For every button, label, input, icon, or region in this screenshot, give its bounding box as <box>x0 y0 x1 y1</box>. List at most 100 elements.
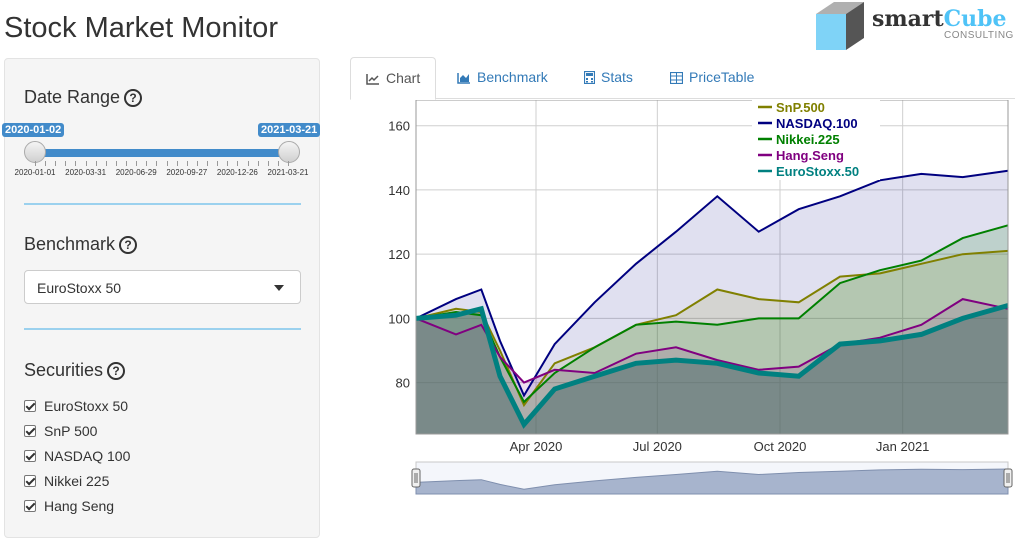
checkbox-hangseng[interactable]: Hang Seng <box>24 498 114 516</box>
tab-chart[interactable]: Chart <box>350 57 437 100</box>
date-range-heading: Date Range? <box>24 87 143 108</box>
checkbox-icon[interactable] <box>24 450 36 462</box>
series-line <box>415 224 1009 404</box>
plot-border <box>415 99 1009 435</box>
slider-tick <box>267 161 269 166</box>
chart-svg[interactable]: 80 100 120 140 160 Apr 2020 Jul 2020 Oct 2020 Ja… <box>350 99 1015 520</box>
slider-tick <box>186 161 188 166</box>
slider-tick-label: 2020-09-27 <box>166 168 208 177</box>
checkbox-snp[interactable]: SnP 500 <box>24 423 97 441</box>
logo-subtitle: CONSULTING <box>944 30 1014 41</box>
slider-tick <box>126 161 128 166</box>
line-chart-icon <box>366 72 380 88</box>
securities-heading: Securities? <box>24 360 126 381</box>
slider-tick-label: 2020-03-31 <box>65 168 107 177</box>
slider-ticks <box>35 161 289 167</box>
legend-label: Nikkei.225 <box>776 132 840 147</box>
slider-end-handle[interactable] <box>278 141 300 163</box>
range-handle <box>411 468 421 488</box>
benchmark-select-value: EuroStoxx 50 <box>37 280 122 296</box>
legend-box <box>752 100 880 180</box>
range-handle <box>1003 468 1013 488</box>
tab-stats[interactable]: Stats <box>569 57 648 99</box>
slider-tick <box>257 161 259 166</box>
divider <box>24 328 301 330</box>
price-chart[interactable]: 80 100 120 140 160 Apr 2020 Jul 2020 Oct 2020 Ja… <box>350 99 1015 520</box>
company-logo: smartCube CONSULTING <box>812 0 1017 52</box>
slider-tick <box>196 161 198 166</box>
range-selector-preview <box>415 468 1009 495</box>
slider-track[interactable] <box>35 149 288 157</box>
checkbox-nikkei[interactable]: Nikkei 225 <box>24 473 109 491</box>
legend-label: EuroStoxx.50 <box>776 164 859 179</box>
area-chart-icon <box>457 71 471 87</box>
series-line <box>415 249 1009 408</box>
slider-tick <box>247 161 249 166</box>
slider-start-handle[interactable] <box>24 141 46 163</box>
help-icon[interactable]: ? <box>107 362 126 380</box>
x-tick-label: Jan 2021 <box>876 439 930 454</box>
slider-tick <box>85 161 87 166</box>
cube-logo-icon <box>816 2 864 50</box>
series-line <box>415 169 1009 398</box>
legend-label: Hang.Seng <box>776 148 844 163</box>
slider-tick-label: 2021-03-21 <box>267 168 309 177</box>
help-icon[interactable]: ? <box>124 89 143 107</box>
slider-tick <box>35 161 36 166</box>
y-tick-label: 120 <box>388 247 410 262</box>
y-tick-label: 80 <box>396 376 410 391</box>
benchmark-select[interactable]: EuroStoxx 50 <box>24 270 301 304</box>
x-tick-label: Oct 2020 <box>754 439 807 454</box>
checkbox-nasdaq[interactable]: NASDAQ 100 <box>24 448 130 466</box>
legend-label: SnP.500 <box>776 100 825 115</box>
slider-start-badge: 2020-01-02 <box>2 123 65 137</box>
slider-tick-label: 2020-06-29 <box>115 168 157 177</box>
series-line <box>415 303 1009 429</box>
slider-tick <box>156 161 158 166</box>
tab-benchmark[interactable]: Benchmark <box>442 57 563 99</box>
checkbox-eurostoxx[interactable]: EuroStoxx 50 <box>24 398 128 416</box>
slider-tick-label: 2020-01-01 <box>14 168 56 177</box>
checkbox-icon[interactable] <box>24 475 36 487</box>
legend-label: NASDAQ.100 <box>776 116 858 131</box>
checkbox-icon[interactable] <box>24 400 36 412</box>
slider-tick <box>227 161 229 166</box>
sidebar: Date Range? 2020-01-02 2021-03-21 2020-0… <box>2 58 321 538</box>
slider-tick <box>55 161 57 166</box>
slider-tick <box>166 161 168 166</box>
slider-tick <box>105 161 107 166</box>
page-title: Stock Market Monitor <box>4 12 278 44</box>
y-tick-label: 160 <box>388 119 410 134</box>
x-tick-label: Apr 2020 <box>510 439 563 454</box>
tab-bar: Chart Benchmark Stats PriceTable <box>350 57 1015 100</box>
slider-tick <box>95 161 97 166</box>
table-icon <box>669 71 684 87</box>
tab-pricetable[interactable]: PriceTable <box>655 57 769 99</box>
slider-tick <box>115 161 117 166</box>
checkbox-icon[interactable] <box>24 500 36 512</box>
x-tick-label: Jul 2020 <box>633 439 682 454</box>
checkbox-icon[interactable] <box>24 425 36 437</box>
slider-tick <box>176 161 178 166</box>
slider-tick <box>75 161 77 166</box>
slider-tick-label: 2020-12-26 <box>216 168 258 177</box>
date-range-slider[interactable]: 2020-01-02 2021-03-21 2020-01-01 2020-03-… <box>2 121 321 181</box>
logo-brand: smartCube <box>872 6 1007 32</box>
slider-tick <box>136 161 138 166</box>
slider-tick <box>237 161 239 166</box>
help-icon[interactable]: ? <box>119 236 138 254</box>
slider-tick <box>65 161 67 166</box>
benchmark-heading: Benchmark? <box>24 234 138 255</box>
slider-tick <box>45 161 47 166</box>
slider-end-badge: 2021-03-21 <box>258 123 321 137</box>
chevron-down-icon <box>274 285 284 291</box>
slider-tick <box>288 161 289 166</box>
slider-tick <box>146 161 148 166</box>
y-tick-label: 100 <box>388 311 410 326</box>
slider-tick <box>217 161 219 166</box>
slider-tick <box>277 161 279 166</box>
divider <box>24 203 301 205</box>
y-tick-label: 140 <box>388 183 410 198</box>
series-area <box>416 305 1008 434</box>
calculator-icon <box>583 70 596 87</box>
